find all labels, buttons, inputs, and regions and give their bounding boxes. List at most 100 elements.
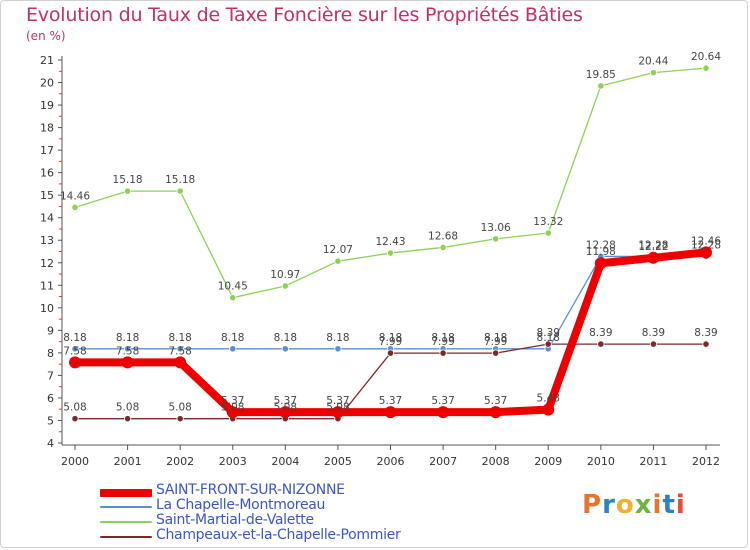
data-point	[176, 345, 184, 353]
data-label: 12.28	[586, 239, 616, 251]
data-point	[71, 415, 79, 423]
logo-letter: x	[634, 490, 653, 520]
x-tick-label: 2011	[639, 455, 667, 468]
logo-letter: P	[582, 490, 603, 520]
data-label: 8.18	[168, 332, 191, 344]
x-tick-label: 2007	[429, 455, 457, 468]
data-point	[334, 257, 342, 265]
data-label: 5.48	[537, 393, 560, 405]
legend-swatch	[100, 506, 152, 508]
x-tick-label: 2003	[219, 455, 247, 468]
data-point	[71, 345, 79, 353]
data-label: 20.44	[638, 56, 668, 68]
data-label: 12.68	[428, 230, 458, 242]
data-point	[439, 243, 447, 252]
data-label: 11.98	[586, 246, 616, 258]
data-label: 8.18	[274, 332, 297, 344]
data-point	[121, 356, 134, 369]
x-tick-label: 2000	[61, 455, 89, 468]
line-chart: 4 5 6 7 8 9 10 11 12 13 14 15 16 17 18 19 20 21 2000 2001 20…	[40, 51, 721, 468]
y-tick-label: 21	[40, 54, 54, 67]
data-point	[123, 415, 132, 423]
data-label: 8.18	[221, 332, 244, 344]
chart-title: Evolution du Taux de Taxe Foncière sur l…	[26, 4, 583, 26]
proxiti-logo: Proxiti	[582, 490, 686, 520]
data-point	[437, 406, 450, 419]
x-tick-label: 2008	[482, 455, 510, 468]
y-tick-label: 12	[40, 257, 54, 270]
data-label: 7.99	[379, 336, 402, 348]
data-point	[71, 203, 79, 211]
data-label: 5.08	[168, 402, 191, 414]
data-label: 5.08	[221, 402, 244, 414]
data-label: 5.08	[63, 402, 86, 414]
data-label: 12.28	[638, 239, 668, 251]
data-point	[594, 257, 607, 270]
x-tick-label: 2006	[377, 455, 405, 468]
data-label: 5.37	[431, 395, 454, 407]
data-label: 8.18	[379, 332, 402, 344]
data-label: 7.58	[168, 345, 191, 357]
data-point	[123, 187, 132, 195]
series-points	[69, 64, 712, 423]
legend-label: SAINT-FRONT-SUR-NIZONNE	[156, 482, 345, 498]
y-tick-label: 4	[47, 437, 54, 450]
data-label: 13.06	[481, 222, 511, 234]
legend-label: La Chapelle-Montmoreau	[156, 497, 326, 513]
data-point	[597, 340, 605, 348]
data-label: 8.39	[694, 327, 717, 339]
data-point	[492, 235, 500, 243]
y-tick-label: 10	[40, 302, 54, 315]
data-point	[331, 406, 344, 419]
data-label: 12.28	[691, 239, 721, 251]
data-label: 20.64	[691, 51, 721, 63]
data-point	[542, 403, 555, 416]
data-point	[123, 345, 132, 353]
data-label: 8.39	[589, 327, 612, 339]
data-label: 12.43	[375, 236, 405, 248]
data-label: 5.37	[326, 395, 349, 407]
data-point	[229, 345, 237, 353]
x-tick-label: 2005	[324, 455, 352, 468]
data-point	[492, 349, 500, 357]
data-label: 12.22	[638, 241, 668, 253]
data-label: 8.39	[537, 327, 560, 339]
data-point	[226, 406, 239, 419]
data-label: 5.08	[326, 402, 349, 414]
data-label: 15.18	[113, 174, 143, 186]
y-tick-label: 19	[40, 99, 54, 112]
data-point	[281, 345, 289, 353]
x-tick-label: 2002	[166, 455, 194, 468]
data-label: 8.39	[642, 327, 665, 339]
data-label: 15.18	[165, 174, 195, 186]
y-tick-label: 18	[40, 122, 54, 135]
data-label: 10.97	[270, 269, 300, 281]
y-tick-label: 7	[47, 369, 54, 382]
y-tick-label: 16	[40, 167, 54, 180]
y-tick-label: 17	[40, 144, 54, 157]
data-label: 8.18	[116, 332, 139, 344]
data-point	[700, 246, 712, 259]
y-tick-label: 9	[47, 324, 54, 337]
data-point	[174, 356, 187, 369]
data-label: 8.18	[484, 332, 507, 344]
chart-subtitle: (en %)	[26, 29, 66, 43]
data-point	[281, 282, 289, 290]
data-point	[597, 82, 605, 90]
data-point	[279, 406, 292, 419]
data-label: 8.18	[63, 332, 86, 344]
data-point	[229, 294, 237, 302]
x-tick-label: 2010	[587, 455, 615, 468]
data-label: 10.45	[218, 281, 248, 293]
data-label: 8.18	[537, 332, 560, 344]
y-tick-label: 13	[40, 234, 54, 247]
legend-label: Champeaux-et-la-Chapelle-Pommier	[156, 527, 401, 543]
data-label: 5.08	[116, 402, 139, 414]
data-label: 8.18	[431, 332, 454, 344]
logo-letter: i	[652, 490, 663, 520]
legend-swatch	[100, 489, 152, 497]
data-label: 5.37	[379, 395, 402, 407]
y-tick-label: 14	[40, 212, 54, 225]
data-point	[386, 349, 395, 357]
